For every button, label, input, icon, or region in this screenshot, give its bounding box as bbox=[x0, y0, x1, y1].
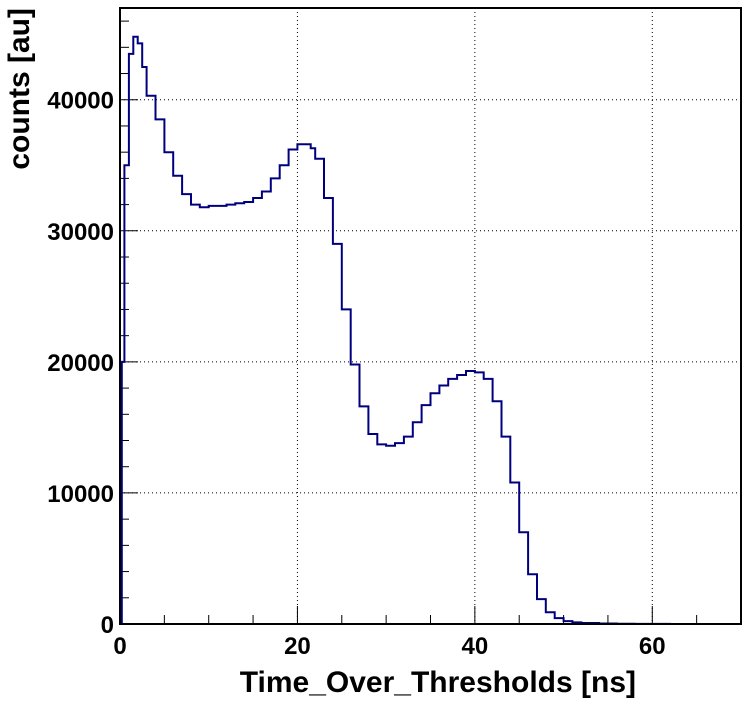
plot-frame bbox=[119, 7, 742, 625]
x-tick-label: 0 bbox=[113, 633, 126, 660]
series-line bbox=[120, 35, 741, 625]
y-tick-label: 10000 bbox=[47, 481, 114, 508]
y-tick-label: 40000 bbox=[47, 88, 114, 115]
x-tick-label: 40 bbox=[462, 633, 489, 660]
x-tick-label: 20 bbox=[284, 633, 311, 660]
axis-ticks bbox=[119, 20, 742, 625]
x-tick-label: 60 bbox=[639, 633, 666, 660]
y-tick-label: 30000 bbox=[47, 219, 114, 246]
y-tick-label: 20000 bbox=[47, 350, 114, 377]
x-axis-title: Time_Over_Thresholds [ns] bbox=[240, 666, 636, 699]
grid-lines bbox=[120, 8, 741, 624]
tick-labels: 0 20 40 60 0 10000 20000 30000 40000 bbox=[47, 88, 665, 660]
y-tick-label: 0 bbox=[101, 612, 114, 639]
y-axis-title: counts [au] bbox=[3, 8, 36, 170]
